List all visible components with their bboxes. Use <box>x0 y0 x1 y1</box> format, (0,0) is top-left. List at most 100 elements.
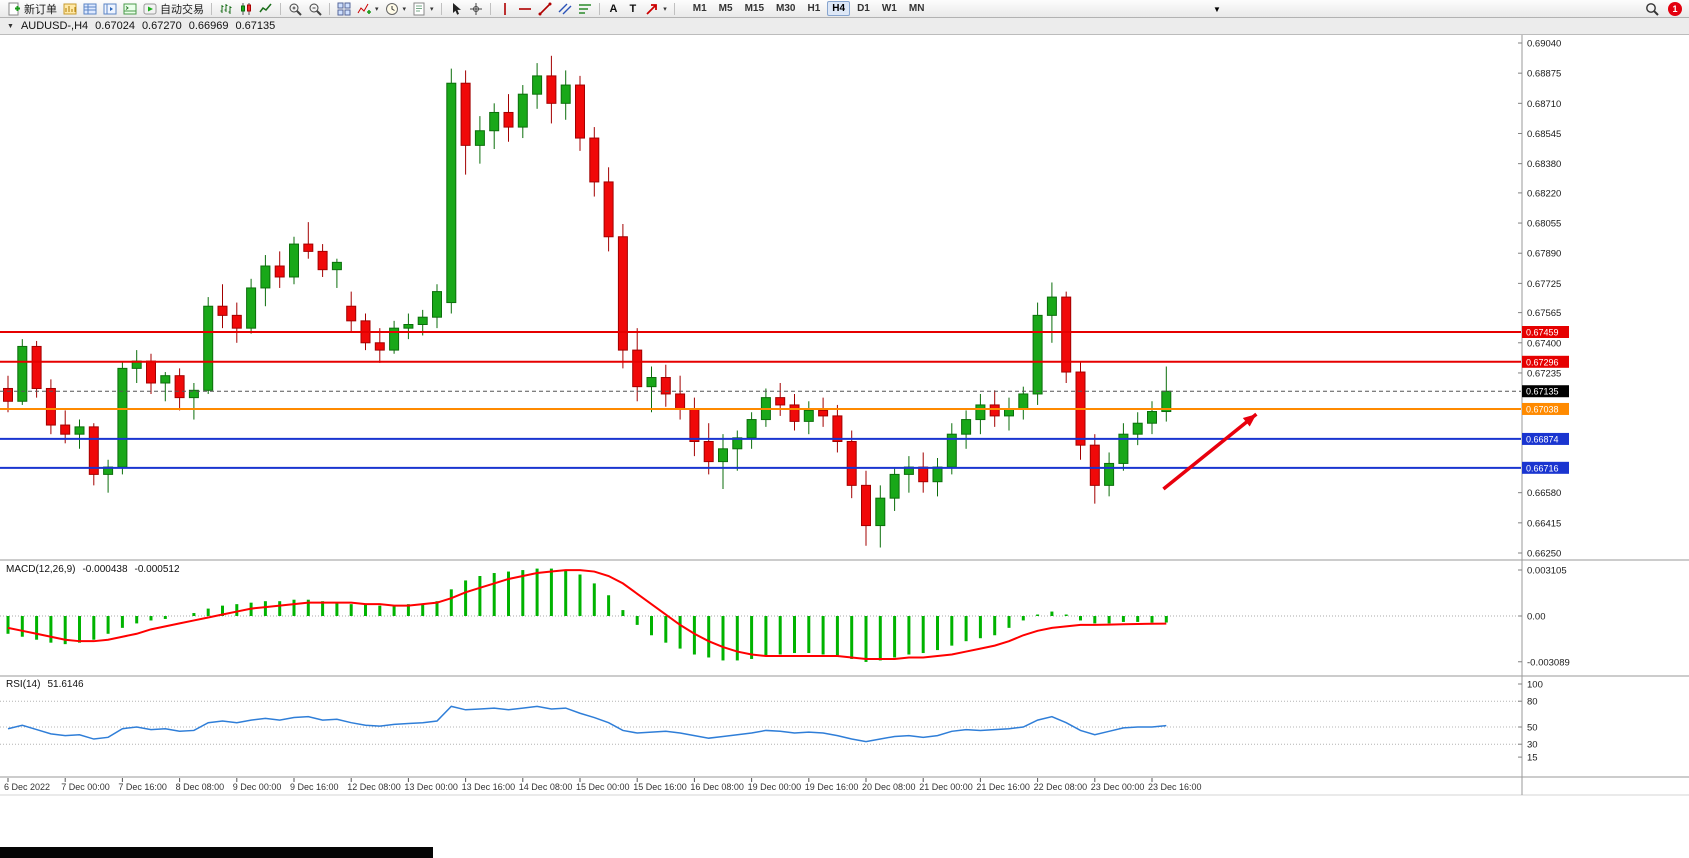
rsi-scale-label: 30 <box>1527 740 1538 751</box>
macd-scale-label: 0.003105 <box>1527 566 1567 577</box>
price-marker-box <box>1522 432 1569 445</box>
bear-candle <box>603 181 614 238</box>
bull-candle <box>532 75 543 95</box>
time-axis-label: 20 Dec 08:00 <box>862 782 916 792</box>
chart-low-value: 0.66969 <box>188 20 229 32</box>
indicators-button[interactable]: ▾ <box>355 1 381 17</box>
autotrading-button[interactable]: 自动交易 <box>141 1 206 17</box>
bear-candle <box>317 250 328 271</box>
macd-indicator-label: MACD(12,26,9) -0.000438 -0.000512 <box>6 564 180 575</box>
periods-button[interactable]: ▾ <box>383 1 409 17</box>
bear-candle <box>3 387 13 402</box>
bull-candle <box>1118 433 1129 464</box>
bull-candle <box>203 305 214 391</box>
arrows-tool-button[interactable]: ▾ <box>643 1 669 17</box>
timeframe-button-m5[interactable]: M5 <box>718 3 733 14</box>
line-chart-button[interactable] <box>257 1 275 17</box>
horizontal-line-button[interactable] <box>516 1 534 17</box>
bear-candle <box>60 424 71 435</box>
bear-candle <box>346 305 357 322</box>
toolbar-separator <box>598 2 600 15</box>
bull-candle <box>646 377 657 388</box>
trendline-icon <box>538 2 552 16</box>
channel-icon <box>558 2 572 16</box>
bull-candle <box>117 367 128 468</box>
main-toolbar: 新订单 自动交易 ▾ ▾ ▾ A T ▾ M1 M5 M15 M30 H1 H4 D1 W1 MN 1 <box>0 0 1689 18</box>
text-tool-button-label: A <box>609 2 618 15</box>
crosshair-button[interactable] <box>467 1 485 17</box>
zoom-in-button[interactable] <box>286 1 304 17</box>
timeframe-button-h4[interactable]: H4 <box>827 1 851 16</box>
timeframe-button-m15[interactable]: M15 <box>744 3 765 14</box>
bull-candle <box>246 287 257 329</box>
bear-candle <box>989 404 1000 417</box>
bear-candle <box>846 440 857 486</box>
bull-candle <box>875 497 886 527</box>
bear-candle <box>660 377 671 395</box>
chart-dropdown-caret-icon[interactable]: ▼ <box>7 22 14 30</box>
bear-candle <box>460 82 471 146</box>
bull-candle <box>188 389 199 399</box>
timeframe-button-d1[interactable]: D1 <box>857 3 870 14</box>
time-axis-label: 21 Dec 00:00 <box>919 782 973 792</box>
bear-candle <box>918 466 929 483</box>
price-axis-label: 0.68380 <box>1527 159 1561 170</box>
vertical-line-button[interactable] <box>496 1 514 17</box>
time-axis-label: 12 Dec 08:00 <box>347 782 401 792</box>
tile-windows-button[interactable] <box>335 1 353 17</box>
new-order-button[interactable]: 新订单 <box>5 1 59 17</box>
bull-candle <box>446 82 457 304</box>
indicators-icon <box>357 2 371 16</box>
timeframe-button-h1[interactable]: H1 <box>807 3 821 14</box>
bull-candle <box>718 448 728 463</box>
zoom-out-button[interactable] <box>306 1 324 17</box>
time-axis-label: 15 Dec 16:00 <box>633 782 687 792</box>
market-watch-button[interactable] <box>61 1 79 17</box>
terminal-button[interactable] <box>121 1 139 17</box>
vertical-line-icon <box>498 2 512 16</box>
data-window-button[interactable] <box>81 1 99 17</box>
price-axis-label: 0.67400 <box>1527 338 1561 349</box>
label-tool-button[interactable]: T <box>625 1 642 17</box>
arrow-annotation[interactable] <box>1162 412 1258 491</box>
timeframe-button-w1[interactable]: W1 <box>881 3 897 14</box>
candlestick-chart-button[interactable] <box>237 1 255 17</box>
bear-candle <box>703 440 714 463</box>
search-icon[interactable] <box>1645 2 1659 16</box>
time-axis-label: 23 Dec 00:00 <box>1091 782 1145 792</box>
bear-candle <box>503 111 514 128</box>
bear-candle <box>174 375 185 399</box>
templates-button[interactable]: ▾ <box>410 1 436 17</box>
notification-badge[interactable]: 1 <box>1668 1 1682 16</box>
price-axis-label: 0.67565 <box>1527 308 1561 319</box>
bull-candle <box>932 466 943 483</box>
bull-candle <box>74 426 85 435</box>
bear-candle <box>374 342 385 351</box>
label-tool-button-label: T <box>629 2 637 15</box>
time-axis-label: 7 Dec 16:00 <box>118 782 167 792</box>
chart-symbol-period: AUDUSD-,H4 <box>20 20 89 32</box>
bear-candle <box>818 409 829 417</box>
channel-button[interactable] <box>556 1 574 17</box>
rsi-scale-label: 100 <box>1527 680 1543 691</box>
bull-candle <box>1104 462 1115 486</box>
bar-chart-button[interactable] <box>217 1 235 17</box>
price-axis-label: 0.66250 <box>1527 549 1561 560</box>
bear-candle <box>589 137 600 183</box>
price-marker-box <box>1522 461 1569 474</box>
timeframe-button-m30[interactable]: M30 <box>776 3 796 14</box>
toolbar-right: 1 <box>1645 1 1685 16</box>
cursor-button[interactable] <box>447 1 465 17</box>
timeframe-button-m1[interactable]: M1 <box>692 3 707 14</box>
toolbar-overflow-caret[interactable]: ▼ <box>1213 5 1221 14</box>
toolbar-separator <box>489 2 491 15</box>
navigator-button[interactable] <box>101 1 119 17</box>
fibonacci-button[interactable] <box>576 1 594 17</box>
bear-candle <box>617 236 628 351</box>
toolbar-separator <box>280 2 281 15</box>
trendline-button[interactable] <box>536 1 554 17</box>
timeframe-button-mn[interactable]: MN <box>908 3 925 14</box>
text-tool-button[interactable]: A <box>605 1 623 17</box>
bear-candle <box>675 393 686 410</box>
